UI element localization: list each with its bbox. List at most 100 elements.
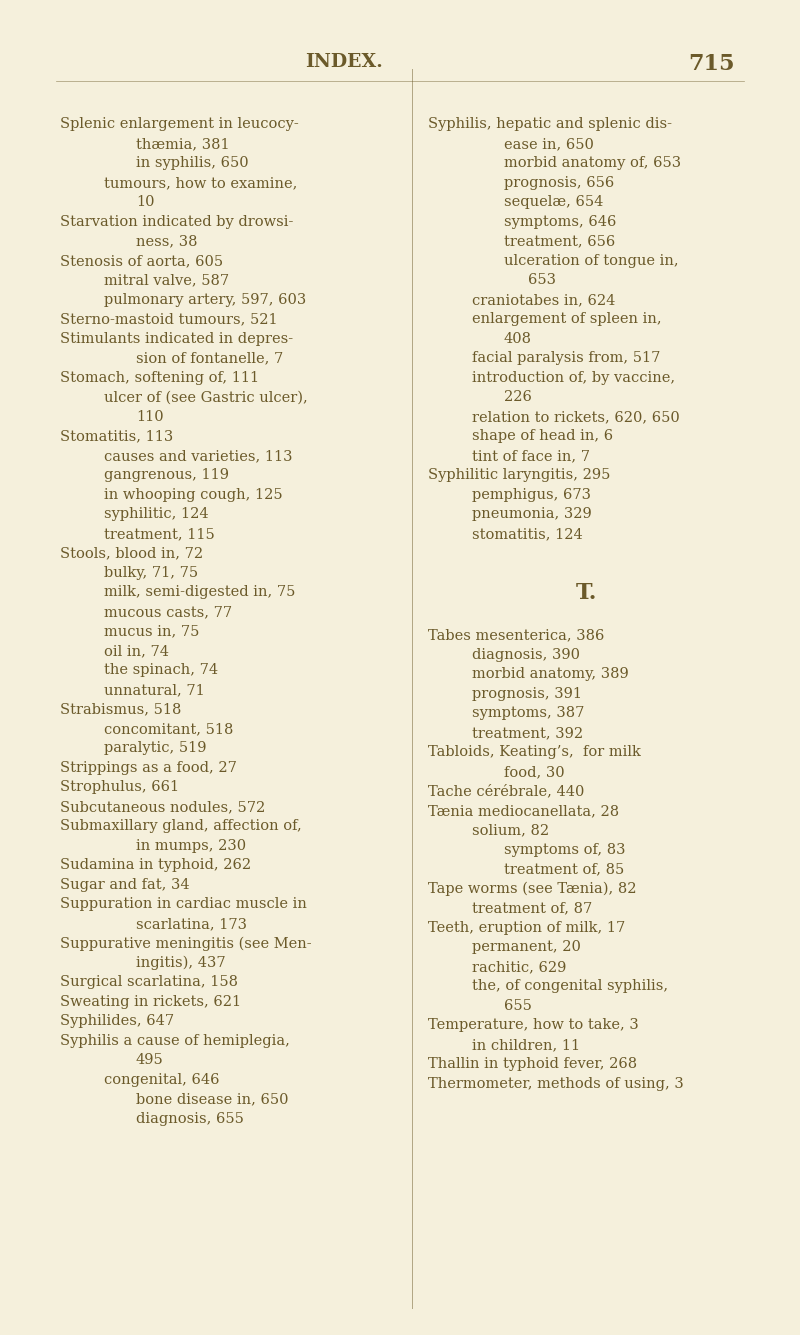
Text: Surgical scarlatina, 158: Surgical scarlatina, 158 — [60, 976, 238, 989]
Text: Tape worms (see Tænia), 82: Tape worms (see Tænia), 82 — [428, 882, 637, 896]
Text: treatment of, 87: treatment of, 87 — [472, 901, 592, 916]
Text: 10: 10 — [136, 195, 154, 210]
Text: 226: 226 — [504, 390, 532, 405]
Text: Tache cérébrale, 440: Tache cérébrale, 440 — [428, 785, 584, 798]
Text: permanent, 20: permanent, 20 — [472, 940, 581, 955]
Text: Sweating in rickets, 621: Sweating in rickets, 621 — [60, 995, 241, 1009]
Text: paralytic, 519: paralytic, 519 — [104, 741, 206, 756]
Text: ingitis), 437: ingitis), 437 — [136, 956, 226, 971]
Text: ease in, 650: ease in, 650 — [504, 138, 594, 151]
Text: bone disease in, 650: bone disease in, 650 — [136, 1092, 289, 1107]
Text: ulcer of (see Gastric ulcer),: ulcer of (see Gastric ulcer), — [104, 390, 308, 405]
Text: introduction of, by vaccine,: introduction of, by vaccine, — [472, 371, 675, 384]
Text: diagnosis, 655: diagnosis, 655 — [136, 1112, 244, 1125]
Text: syphilitic, 124: syphilitic, 124 — [104, 507, 209, 522]
Text: Submaxillary gland, affection of,: Submaxillary gland, affection of, — [60, 820, 302, 833]
Text: Syphilis a cause of hemiplegia,: Syphilis a cause of hemiplegia, — [60, 1035, 290, 1048]
Text: rachitic, 629: rachitic, 629 — [472, 960, 566, 973]
Text: Teeth, eruption of milk, 17: Teeth, eruption of milk, 17 — [428, 921, 626, 934]
Text: Strippings as a food, 27: Strippings as a food, 27 — [60, 761, 237, 776]
Text: oil in, 74: oil in, 74 — [104, 643, 169, 658]
Text: Temperature, how to take, 3: Temperature, how to take, 3 — [428, 1019, 638, 1032]
Text: Starvation indicated by drowsi-: Starvation indicated by drowsi- — [60, 215, 294, 230]
Text: Syphilides, 647: Syphilides, 647 — [60, 1015, 174, 1028]
Text: Splenic enlargement in leucocy-: Splenic enlargement in leucocy- — [60, 117, 298, 131]
Text: 110: 110 — [136, 410, 164, 425]
Text: Thermometer, methods of using, 3: Thermometer, methods of using, 3 — [428, 1077, 684, 1091]
Text: morbid anatomy, 389: morbid anatomy, 389 — [472, 668, 629, 681]
Text: symptoms, 646: symptoms, 646 — [504, 215, 616, 230]
Text: Stenosis of aorta, 605: Stenosis of aorta, 605 — [60, 254, 223, 268]
Text: pneumonia, 329: pneumonia, 329 — [472, 507, 592, 522]
Text: tumours, how to examine,: tumours, how to examine, — [104, 176, 298, 190]
Text: treatment, 392: treatment, 392 — [472, 726, 583, 740]
Text: ulceration of tongue in,: ulceration of tongue in, — [504, 254, 678, 268]
Text: pulmonary artery, 597, 603: pulmonary artery, 597, 603 — [104, 292, 306, 307]
Text: ness, 38: ness, 38 — [136, 235, 198, 248]
Text: 653: 653 — [528, 274, 556, 287]
Text: mitral valve, 587: mitral valve, 587 — [104, 274, 229, 287]
Text: Tænia mediocanellata, 28: Tænia mediocanellata, 28 — [428, 804, 619, 818]
Text: Stimulants indicated in depres-: Stimulants indicated in depres- — [60, 332, 293, 346]
Text: relation to rickets, 620, 650: relation to rickets, 620, 650 — [472, 410, 680, 425]
Text: concomitant, 518: concomitant, 518 — [104, 722, 234, 736]
Text: in syphilis, 650: in syphilis, 650 — [136, 156, 249, 171]
Text: treatment of, 85: treatment of, 85 — [504, 862, 624, 876]
Text: enlargement of spleen in,: enlargement of spleen in, — [472, 312, 662, 327]
Text: Stomach, softening of, 111: Stomach, softening of, 111 — [60, 371, 259, 384]
Text: solium, 82: solium, 82 — [472, 824, 549, 837]
Text: stomatitis, 124: stomatitis, 124 — [472, 527, 582, 541]
Text: Sugar and fat, 34: Sugar and fat, 34 — [60, 878, 190, 892]
Text: tint of face in, 7: tint of face in, 7 — [472, 449, 590, 463]
Text: Sudamina in typhoid, 262: Sudamina in typhoid, 262 — [60, 858, 251, 873]
Text: facial paralysis from, 517: facial paralysis from, 517 — [472, 351, 660, 366]
Text: sequelæ, 654: sequelæ, 654 — [504, 195, 603, 210]
Text: T.: T. — [575, 582, 597, 603]
Text: scarlatina, 173: scarlatina, 173 — [136, 917, 247, 930]
Text: Tabloids, Keating’s,  for milk: Tabloids, Keating’s, for milk — [428, 745, 641, 760]
Text: diagnosis, 390: diagnosis, 390 — [472, 647, 580, 662]
Text: 715: 715 — [689, 53, 735, 75]
Text: bulky, 71, 75: bulky, 71, 75 — [104, 566, 198, 579]
Text: treatment, 656: treatment, 656 — [504, 235, 615, 248]
Text: mucus in, 75: mucus in, 75 — [104, 625, 199, 638]
Text: treatment, 115: treatment, 115 — [104, 527, 214, 541]
Text: Syphilis, hepatic and splenic dis-: Syphilis, hepatic and splenic dis- — [428, 117, 672, 131]
Text: craniotabes in, 624: craniotabes in, 624 — [472, 292, 615, 307]
Text: Suppuration in cardiac muscle in: Suppuration in cardiac muscle in — [60, 897, 307, 912]
Text: in mumps, 230: in mumps, 230 — [136, 838, 246, 853]
Text: Stools, blood in, 72: Stools, blood in, 72 — [60, 546, 203, 561]
Text: Tabes mesenterica, 386: Tabes mesenterica, 386 — [428, 629, 604, 642]
Text: prognosis, 656: prognosis, 656 — [504, 176, 614, 190]
Text: Strabismus, 518: Strabismus, 518 — [60, 702, 182, 717]
Text: sion of fontanelle, 7: sion of fontanelle, 7 — [136, 351, 283, 366]
Text: 655: 655 — [504, 999, 532, 1013]
Text: the spinach, 74: the spinach, 74 — [104, 663, 218, 677]
Text: 495: 495 — [136, 1053, 164, 1068]
Text: Stomatitis, 113: Stomatitis, 113 — [60, 430, 174, 443]
Text: pemphigus, 673: pemphigus, 673 — [472, 489, 591, 502]
Text: food, 30: food, 30 — [504, 765, 565, 778]
Text: unnatural, 71: unnatural, 71 — [104, 684, 205, 697]
Text: in whooping cough, 125: in whooping cough, 125 — [104, 489, 282, 502]
Text: 408: 408 — [504, 332, 532, 346]
Text: causes and varieties, 113: causes and varieties, 113 — [104, 449, 293, 463]
Text: Strophulus, 661: Strophulus, 661 — [60, 781, 179, 794]
Text: symptoms, 387: symptoms, 387 — [472, 706, 584, 721]
Text: Suppurative meningitis (see Men-: Suppurative meningitis (see Men- — [60, 936, 312, 951]
Text: thæmia, 381: thæmia, 381 — [136, 138, 230, 151]
Text: mucous casts, 77: mucous casts, 77 — [104, 605, 232, 619]
Text: shape of head in, 6: shape of head in, 6 — [472, 430, 613, 443]
Text: congenital, 646: congenital, 646 — [104, 1073, 219, 1087]
Text: gangrenous, 119: gangrenous, 119 — [104, 469, 229, 482]
Text: Subcutaneous nodules, 572: Subcutaneous nodules, 572 — [60, 800, 266, 814]
Text: Sterno-mastoid tumours, 521: Sterno-mastoid tumours, 521 — [60, 312, 278, 327]
Text: milk, semi-digested in, 75: milk, semi-digested in, 75 — [104, 586, 295, 599]
Text: the, of congenital syphilis,: the, of congenital syphilis, — [472, 980, 668, 993]
Text: in children, 11: in children, 11 — [472, 1037, 580, 1052]
Text: INDEX.: INDEX. — [305, 53, 383, 71]
Text: Syphilitic laryngitis, 295: Syphilitic laryngitis, 295 — [428, 469, 610, 482]
Text: Thallin in typhoid fever, 268: Thallin in typhoid fever, 268 — [428, 1057, 637, 1072]
Text: morbid anatomy of, 653: morbid anatomy of, 653 — [504, 156, 681, 171]
Text: prognosis, 391: prognosis, 391 — [472, 688, 582, 701]
